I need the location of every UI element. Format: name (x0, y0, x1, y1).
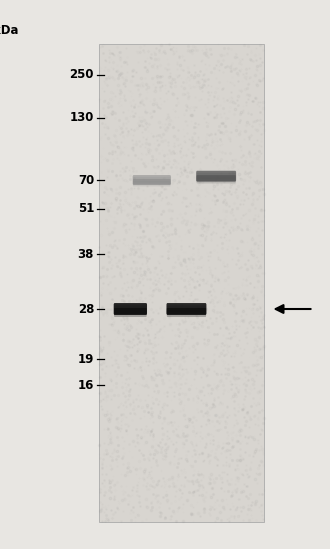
FancyBboxPatch shape (133, 177, 171, 182)
Text: 19: 19 (78, 352, 94, 366)
FancyBboxPatch shape (114, 308, 147, 315)
Text: 16: 16 (78, 379, 94, 392)
FancyBboxPatch shape (197, 173, 236, 179)
FancyBboxPatch shape (167, 311, 206, 317)
Text: 130: 130 (70, 111, 94, 125)
FancyBboxPatch shape (133, 179, 171, 184)
FancyBboxPatch shape (167, 308, 206, 315)
FancyBboxPatch shape (133, 181, 171, 187)
Text: kDa: kDa (0, 24, 18, 37)
FancyBboxPatch shape (133, 175, 171, 185)
FancyBboxPatch shape (166, 303, 207, 315)
Text: 28: 28 (78, 302, 94, 316)
Text: 51: 51 (78, 202, 94, 215)
FancyBboxPatch shape (114, 305, 147, 312)
FancyBboxPatch shape (196, 171, 236, 182)
FancyBboxPatch shape (167, 305, 206, 312)
FancyBboxPatch shape (197, 177, 236, 183)
FancyBboxPatch shape (114, 311, 147, 317)
Text: 38: 38 (78, 248, 94, 261)
FancyBboxPatch shape (99, 44, 264, 522)
FancyBboxPatch shape (197, 175, 236, 181)
Text: 250: 250 (70, 69, 94, 81)
Text: 70: 70 (78, 173, 94, 187)
FancyBboxPatch shape (114, 303, 147, 315)
